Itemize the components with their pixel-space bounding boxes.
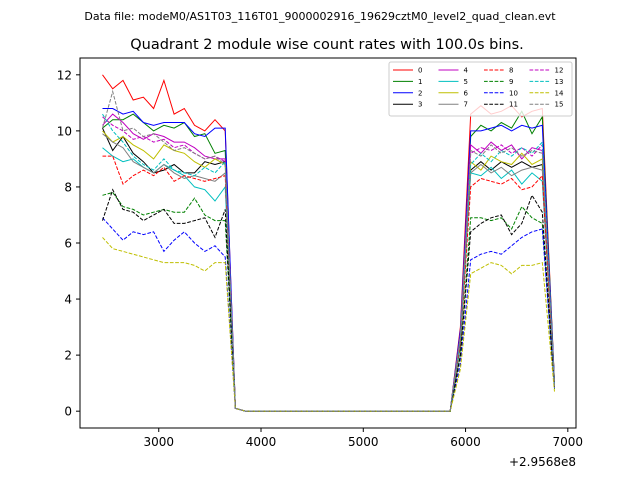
series-line-12 bbox=[102, 116, 555, 412]
legend-label-12: 12 bbox=[555, 67, 564, 75]
x-tick-label: 5000 bbox=[348, 435, 379, 449]
legend-label-4: 4 bbox=[464, 67, 469, 75]
plot-area bbox=[102, 74, 555, 412]
legend-label-0: 0 bbox=[418, 67, 422, 75]
y-tick-label: 8 bbox=[64, 180, 72, 194]
legend-label-7: 7 bbox=[464, 101, 468, 109]
x-tick-label: 3000 bbox=[143, 435, 174, 449]
x-tick-label: 4000 bbox=[246, 435, 277, 449]
legend-label-1: 1 bbox=[418, 78, 422, 86]
legend-label-9: 9 bbox=[509, 78, 513, 86]
series-line-10 bbox=[102, 217, 555, 412]
legend-label-10: 10 bbox=[509, 89, 518, 97]
series-line-1 bbox=[102, 110, 555, 412]
series-line-15 bbox=[102, 89, 555, 412]
x-tick-label: 6000 bbox=[450, 435, 481, 449]
legend-label-13: 13 bbox=[555, 78, 564, 86]
series-line-13 bbox=[102, 113, 555, 412]
legend-label-15: 15 bbox=[555, 101, 564, 109]
series-line-9 bbox=[102, 191, 555, 412]
legend-label-2: 2 bbox=[418, 89, 422, 97]
series-line-8 bbox=[102, 155, 555, 412]
chart-title: Quadrant 2 module wise count rates with … bbox=[130, 37, 524, 53]
legend-label-6: 6 bbox=[464, 89, 469, 97]
y-tick-label: 6 bbox=[64, 237, 72, 251]
legend-label-11: 11 bbox=[509, 101, 518, 109]
legend-label-8: 8 bbox=[509, 67, 513, 75]
series-line-7 bbox=[102, 133, 555, 412]
y-tick-label: 4 bbox=[64, 293, 72, 307]
series-line-6 bbox=[102, 130, 555, 412]
y-tick-label: 0 bbox=[64, 405, 72, 419]
x-offset-label: +2.9568e8 bbox=[509, 455, 576, 469]
y-tick-label: 2 bbox=[64, 349, 72, 363]
legend-label-3: 3 bbox=[418, 101, 422, 109]
legend-label-14: 14 bbox=[555, 89, 564, 97]
series-line-0 bbox=[102, 74, 555, 412]
series-line-11 bbox=[102, 188, 555, 412]
suptitle: Data file: modeM0/AS1T03_116T01_90000029… bbox=[84, 10, 556, 23]
series-line-5 bbox=[102, 147, 555, 412]
series-line-14 bbox=[102, 237, 555, 412]
x-tick-label: 7000 bbox=[553, 435, 584, 449]
y-tick-label: 12 bbox=[57, 68, 72, 82]
legend-label-5: 5 bbox=[464, 78, 468, 86]
y-tick-label: 10 bbox=[57, 124, 72, 138]
series-line-2 bbox=[102, 108, 555, 412]
legend-box bbox=[388, 61, 573, 117]
